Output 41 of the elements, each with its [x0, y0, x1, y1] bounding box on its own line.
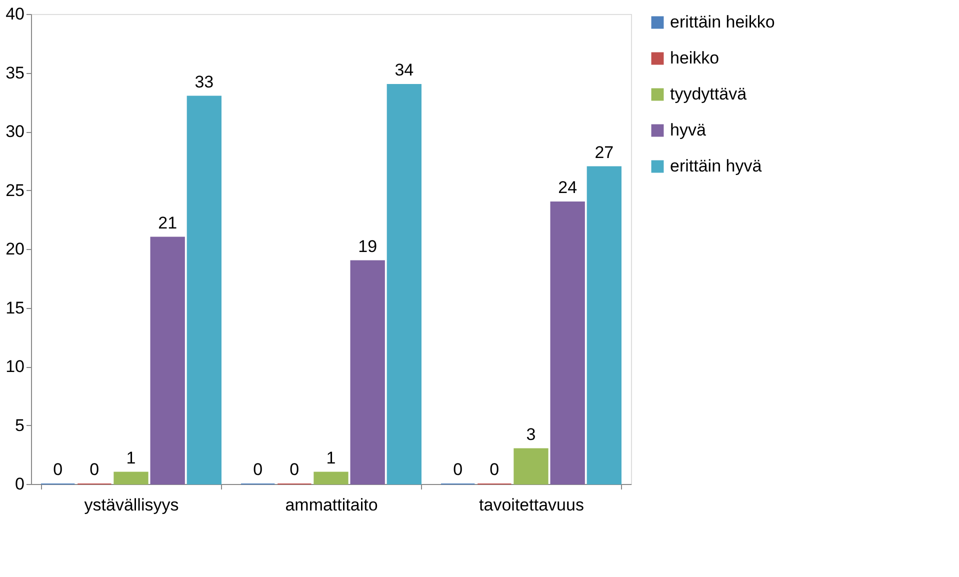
x-tick-label: ystävällisyys [84, 496, 179, 514]
legend-label: tyydyttävä [670, 84, 748, 104]
y-tick-label: 40 [6, 4, 24, 24]
data-label: 1 [326, 448, 336, 468]
data-label: 24 [558, 178, 578, 197]
data-label: 0 [290, 460, 300, 479]
data-label: 19 [358, 236, 378, 256]
y-tick-label: 15 [6, 298, 24, 318]
data-label: 0 [53, 460, 63, 479]
bar [350, 260, 385, 484]
data-label: 1 [126, 448, 136, 468]
y-tick-label: 20 [6, 240, 24, 258]
data-label: 0 [253, 460, 263, 479]
bar [186, 96, 222, 484]
y-tick-label: 0 [15, 474, 24, 494]
bar [114, 472, 148, 484]
x-tick-label: tavoitettavuus [479, 496, 584, 514]
data-label: 3 [526, 424, 536, 444]
bar [514, 448, 548, 484]
data-label: 0 [490, 460, 500, 479]
bar [314, 472, 348, 484]
data-label: 27 [594, 142, 614, 162]
data-label: 21 [158, 213, 178, 232]
bar [586, 166, 622, 484]
data-label: 34 [394, 60, 414, 80]
y-tick-label: 35 [6, 63, 24, 82]
legend-label: erittäin heikko [670, 12, 775, 32]
legend-label: hyvä [670, 120, 706, 140]
x-tick-label: ammattitaito [285, 496, 378, 514]
y-tick-label: 25 [6, 180, 24, 200]
data-label: 0 [90, 460, 100, 479]
bar [150, 236, 185, 484]
y-tick-label: 5 [15, 416, 24, 435]
y-tick-label: 10 [6, 357, 24, 376]
data-label: 33 [194, 72, 214, 92]
bar [550, 202, 585, 484]
data-label: 0 [453, 460, 463, 479]
legend-label: erittäin hyvä [670, 156, 762, 176]
bar [386, 84, 422, 484]
legend-label: heikko [670, 48, 720, 68]
y-tick-label: 30 [6, 122, 24, 141]
